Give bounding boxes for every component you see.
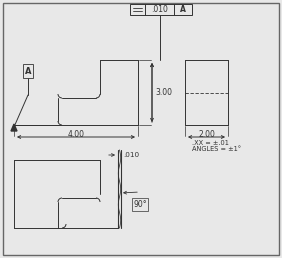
Text: .010: .010 (123, 152, 139, 158)
Text: .XX = ±.01: .XX = ±.01 (192, 140, 229, 146)
Text: .010: .010 (151, 5, 168, 14)
Bar (130, 4, 192, 15)
Text: ANGLES = ±1°: ANGLES = ±1° (192, 146, 241, 152)
Text: 2.00: 2.00 (198, 130, 215, 139)
Text: 90°: 90° (133, 200, 147, 209)
Text: A: A (180, 5, 186, 14)
Text: A: A (25, 67, 31, 76)
Text: 4.00: 4.00 (67, 130, 85, 139)
Polygon shape (11, 124, 17, 131)
Text: 3.00: 3.00 (155, 88, 172, 97)
